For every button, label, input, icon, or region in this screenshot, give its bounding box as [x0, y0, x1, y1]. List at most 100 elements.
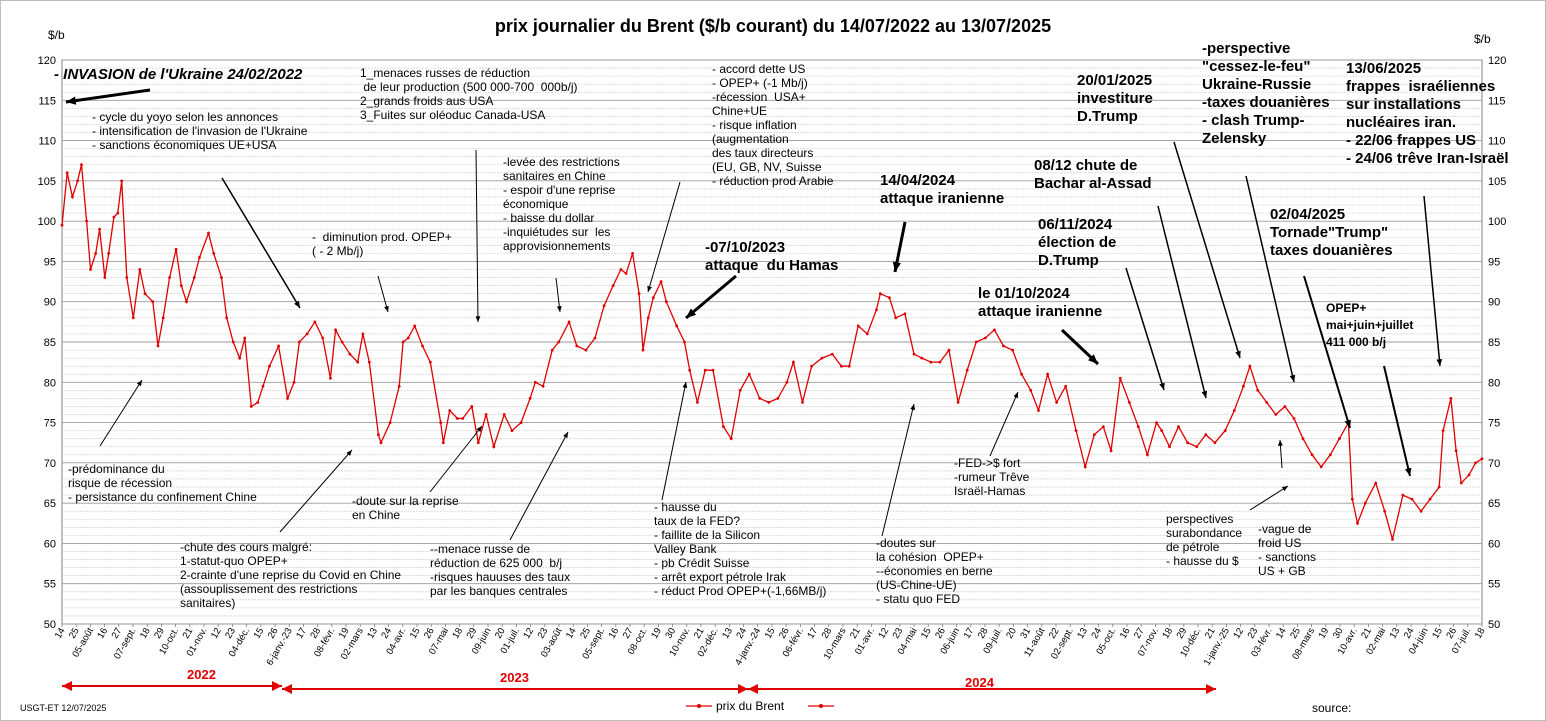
arrow-yoyo [221, 177, 301, 309]
brent-price-point [1292, 417, 1296, 420]
year-span-2022-head-left [62, 681, 72, 691]
x-tick-label: 25 [578, 626, 593, 641]
annotation-yoyo: - cycle du yoyo selon les annonces - int… [92, 110, 308, 152]
brent-price-point [502, 413, 506, 416]
brent-price-point [1410, 497, 1414, 501]
brent-price-point [1011, 348, 1014, 352]
x-tick-label: 23 [536, 626, 551, 641]
brent-price-point [238, 356, 242, 360]
brent-price-point [1310, 453, 1314, 457]
brent-price-point [1256, 388, 1260, 392]
brent-price-point [1232, 409, 1236, 412]
brent-price-point [340, 340, 344, 344]
x-tick-label: 13 [1388, 626, 1403, 641]
brent-price-point [379, 441, 383, 445]
brent-price-point [448, 409, 452, 412]
brent-price-point [286, 397, 289, 400]
brent-price-point [683, 340, 686, 344]
brent-price-point [1356, 521, 1359, 525]
arrow-froid-head [1277, 440, 1283, 446]
arrow-perspective [1245, 175, 1295, 383]
brent-price-point [1168, 445, 1171, 449]
brent-price-point [1383, 509, 1387, 513]
brent-price-point [659, 280, 663, 283]
y-tick-label-left: 115 [38, 95, 56, 107]
brent-price-point [1118, 376, 1122, 380]
x-tick-label: 17 [294, 626, 309, 641]
y-tick-label-right: 120 [1488, 55, 1506, 67]
brent-price-point [1428, 497, 1432, 501]
brent-price-point [156, 344, 160, 348]
arrow-election [1125, 267, 1165, 391]
x-tick-label: 27 [621, 626, 636, 641]
brent-price-point [1459, 481, 1463, 485]
brent-price-point [711, 368, 715, 372]
arrow-accord [647, 181, 681, 293]
footer-author: USGT-ET 12/07/2025 [20, 703, 107, 713]
year-span-2024-head-right [1206, 684, 1216, 694]
x-tick-label: 18 [450, 626, 465, 641]
arrow-hamas [685, 274, 737, 320]
x-tick-label: 12 [521, 626, 536, 641]
brent-price-point [1274, 413, 1278, 416]
brent-price-point [785, 380, 789, 384]
x-tick-label: 23 [1246, 626, 1261, 641]
x-tick-label: 24 [379, 626, 394, 641]
x-tick-label: 18 [1160, 626, 1175, 641]
brent-price-point [397, 384, 401, 388]
brent-price-point [1223, 429, 1227, 432]
brent-price-point [428, 360, 432, 364]
brent-price-point [664, 300, 668, 304]
x-tick-label: 27 [110, 626, 125, 641]
brent-price-point [361, 332, 365, 336]
x-tick-label: 15 [408, 626, 423, 641]
brent-price-point [1319, 465, 1323, 469]
annotation-hamas: -07/10/2023 attaque du Hamas [705, 239, 839, 274]
x-tick-label: 19 [1317, 626, 1332, 641]
brent-price-point [1195, 445, 1199, 449]
brent-price-point [231, 340, 235, 344]
brent-price-point [993, 328, 996, 332]
arrow-cohesion [881, 403, 915, 537]
brent-price-point [528, 397, 532, 400]
brent-price-point [1160, 429, 1164, 432]
brent-price-point [268, 364, 271, 368]
brent-price-point [767, 401, 771, 404]
arrow-diminution [377, 275, 389, 313]
y-tick-label-left: 80 [44, 377, 56, 389]
arrow-surabondance-head [1281, 486, 1288, 492]
arrow-opep-2025 [1383, 365, 1411, 477]
brent-price-point [277, 344, 280, 348]
brent-price-point [1391, 538, 1394, 541]
brent-price-point [696, 401, 699, 404]
x-tick-label: 26 [1444, 626, 1459, 641]
x-tick-label: 19 [649, 626, 664, 641]
year-span-2024-head-left [748, 684, 758, 694]
brent-price-point [593, 336, 597, 340]
x-tick-label: 28 [976, 626, 991, 641]
brent-price-point [688, 368, 692, 372]
brent-price-point [510, 429, 514, 432]
brent-price-point [138, 268, 142, 271]
brent-price-point [619, 268, 623, 271]
brent-price-point [377, 433, 380, 437]
year-span-2023-head-right [738, 684, 748, 694]
brent-price-point [401, 340, 405, 344]
brent-price-point [1350, 497, 1354, 501]
brent-price-point [1374, 481, 1378, 485]
brent-price-point [131, 316, 135, 320]
x-tick-label: 25 [67, 626, 82, 641]
x-tick-label: 26 [266, 626, 281, 641]
year-label-2023: 2023 [500, 670, 529, 685]
brent-price-point [212, 252, 216, 255]
brent-price-point [646, 316, 650, 320]
x-tick-label: 28 [820, 626, 835, 641]
brent-price-point [1441, 429, 1445, 432]
brent-price-point [651, 296, 655, 300]
brent-price-point [974, 340, 978, 344]
brent-price-point [602, 304, 606, 308]
brent-price-point [94, 252, 98, 255]
y-tick-label-left: 120 [38, 55, 56, 67]
brent-price-point [1265, 401, 1269, 404]
brent-price-point [321, 336, 325, 340]
